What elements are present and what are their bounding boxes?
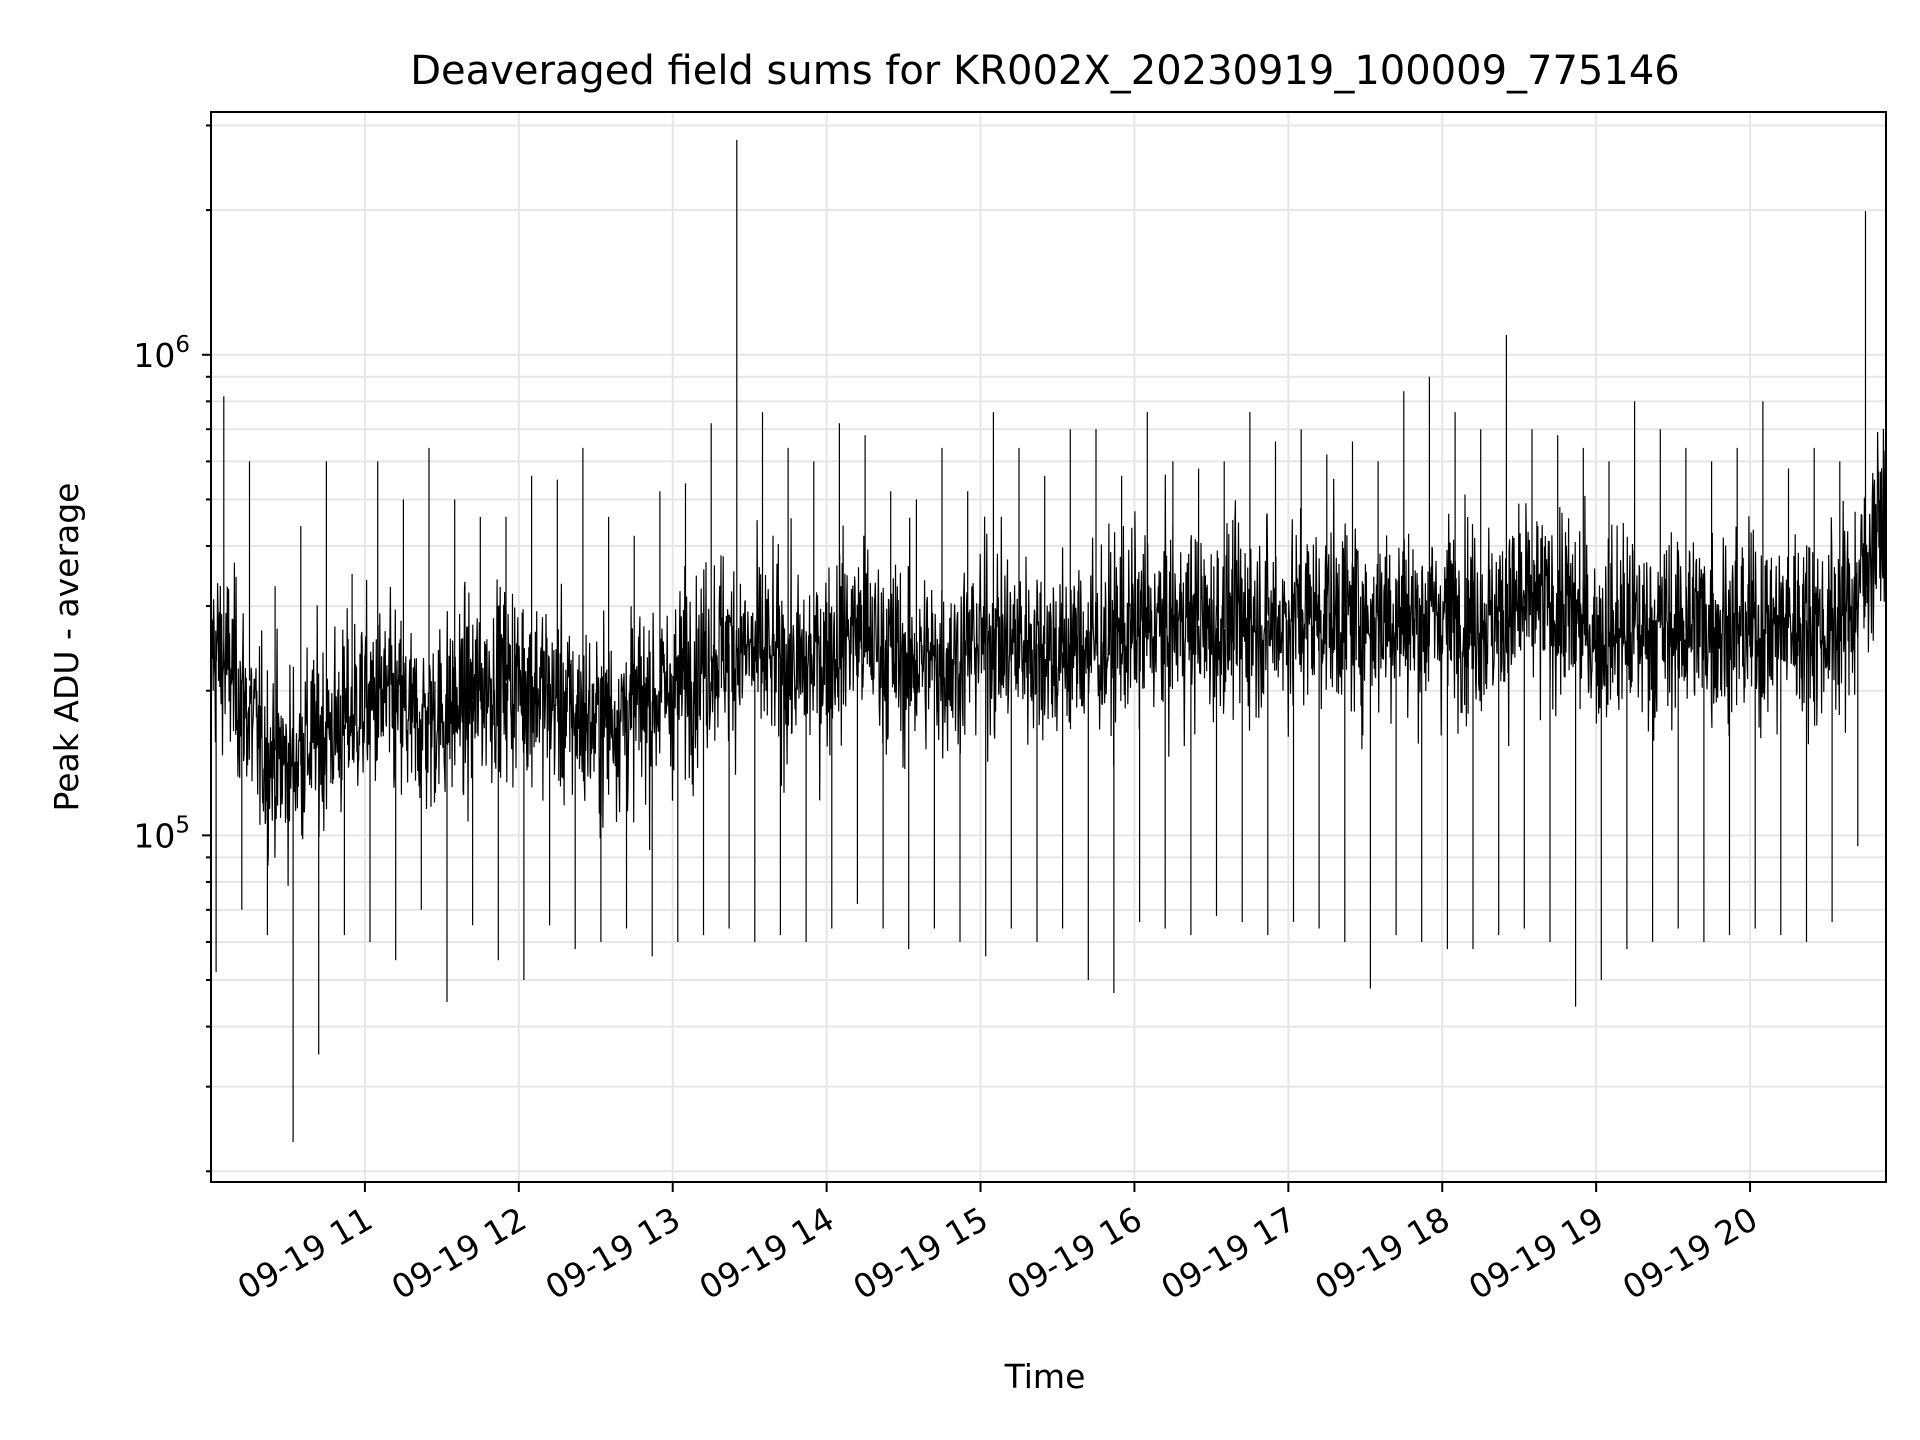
plot-frame — [210, 111, 1887, 1183]
x-axis-label: Time — [1004, 1357, 1086, 1396]
y-tick-label: 105 — [133, 812, 190, 855]
y-axis-label: Peak ADU - average — [47, 483, 86, 812]
y-tick-label: 106 — [133, 332, 190, 375]
series-line — [211, 139, 1886, 1143]
plot-area — [211, 139, 1886, 1143]
chart-title: Deaveraged field sums for KR002X_2023091… — [410, 48, 1679, 94]
